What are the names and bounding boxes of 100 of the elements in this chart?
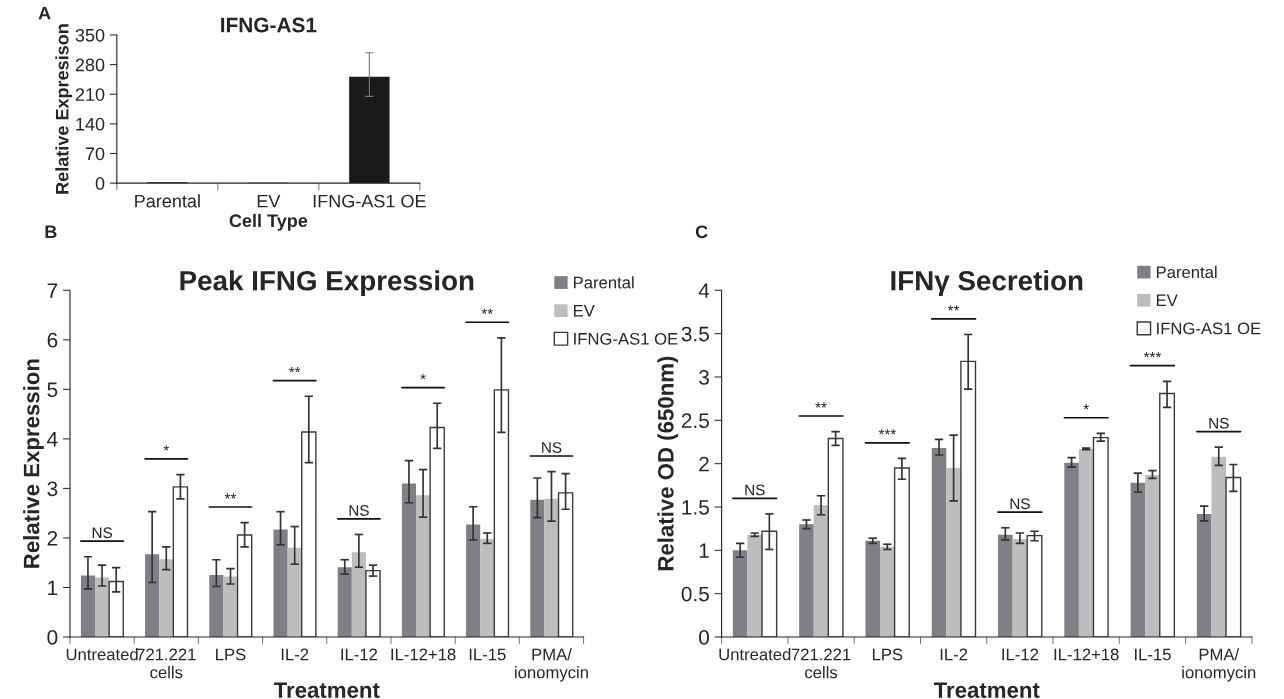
bar: [1092, 436, 1109, 637]
bar: [365, 569, 381, 637]
bar: [813, 505, 829, 637]
y-tick-label: 7: [47, 283, 58, 298]
bar: [865, 540, 881, 637]
bar: [401, 483, 417, 637]
y-tick-label: 0: [47, 630, 58, 645]
y-tick-label: 3.5: [681, 326, 709, 342]
bar: [416, 495, 431, 637]
legend-label: EV: [573, 304, 595, 317]
annotation: ***: [1143, 352, 1162, 358]
bar: [337, 567, 352, 637]
y-tick-label: 2: [699, 456, 709, 472]
bar: [95, 577, 110, 637]
bar: [273, 529, 288, 637]
y-tick-label: 3: [699, 369, 709, 385]
text: B: [45, 225, 57, 239]
y-tick-label: 280: [75, 58, 105, 72]
x-tick-label: EV: [257, 194, 281, 208]
annotation: **: [288, 367, 301, 373]
bar: [946, 467, 961, 637]
annotation: **: [481, 308, 493, 314]
y-tick-label: 4: [47, 432, 58, 447]
y-tick-label: 2.5: [681, 413, 709, 429]
x-tick-label: LPS: [872, 648, 903, 661]
bar: [1145, 474, 1160, 637]
annotation: **: [224, 493, 237, 499]
x-tick-label: Untreated: [66, 648, 138, 661]
x-axis-title: Treatment: [933, 682, 1040, 698]
bar: [1012, 539, 1028, 637]
bar: [1196, 513, 1212, 637]
legend-label: IFNG-AS1 OE: [1157, 322, 1261, 335]
x-tick-label: IFNG-AS1 OE: [313, 194, 426, 208]
bar: [799, 524, 814, 637]
text: C: [695, 225, 708, 239]
bar: [287, 547, 302, 637]
x-tick-label: IL-15: [1135, 648, 1171, 661]
chart-title: IFNG-AS1: [221, 17, 317, 33]
x-tick-label: IL-12: [341, 648, 378, 661]
bar: [747, 534, 763, 637]
bar: [159, 559, 174, 637]
annotation: *: [1083, 404, 1089, 410]
bar: [931, 448, 947, 637]
y-tick-label: 1: [48, 580, 58, 596]
y-tick-label: 1.5: [682, 500, 709, 515]
chart-title: Peak IFNG Expression: [180, 270, 474, 297]
chart-title: IFNγ Secretion: [891, 270, 1083, 297]
annotation: *: [420, 373, 426, 380]
bar: [480, 538, 495, 637]
x-tick-label: IL-12+18: [1054, 648, 1119, 661]
y-axis-title: Relative OD (650nm): [657, 356, 679, 571]
y-tick-label: 0: [699, 630, 709, 645]
x-tick-label: IL-12+18: [391, 648, 456, 661]
bar: [209, 575, 224, 637]
bar: [351, 552, 366, 637]
y-tick-label: 4: [698, 283, 710, 298]
annotation: **: [947, 305, 960, 311]
y-tick-label: 140: [76, 117, 105, 131]
text: A: [38, 6, 51, 20]
annotation: NS: [349, 505, 369, 516]
bar: [145, 554, 160, 637]
bar: [880, 546, 895, 637]
legend-label: EV: [1156, 294, 1178, 307]
x-axis-title: Cell Type: [229, 213, 308, 231]
y-tick-label: 2: [47, 530, 58, 546]
x-tick-label: 721.221 cells: [137, 648, 196, 679]
x-tick-label: IL-2: [281, 648, 309, 661]
y-tick-label: 5: [47, 382, 58, 398]
x-tick-label: Parental: [135, 194, 200, 208]
bar: [530, 499, 545, 637]
y-axis-title: Relative Expresison: [55, 24, 73, 194]
bar: [1211, 456, 1227, 637]
legend-label: IFNG-AS1 OE: [574, 332, 678, 345]
annotation: NS: [1209, 417, 1229, 429]
y-tick-label: 350: [75, 28, 105, 42]
bar: [1064, 462, 1079, 637]
x-tick-label: PMA/ ionomycin: [1182, 648, 1256, 682]
bar: [80, 575, 96, 637]
x-tick-label: Untreated: [719, 648, 791, 661]
y-tick-label: 6: [47, 332, 58, 348]
bar: [1026, 534, 1043, 637]
annotation: *: [163, 445, 170, 451]
bar: [1078, 448, 1094, 637]
annotation: NS: [92, 527, 112, 539]
annotation: NS: [745, 484, 765, 496]
bar: [998, 534, 1013, 637]
x-tick-label: IL-2: [940, 648, 968, 661]
bar: [223, 576, 238, 637]
x-tick-label: IL-12: [1002, 648, 1039, 661]
x-tick-label: IL-15: [469, 648, 506, 661]
annotation: NS: [542, 442, 562, 453]
y-tick-label: 1: [699, 543, 709, 558]
annotation: **: [815, 402, 827, 408]
y-tick-label: 0.5: [681, 586, 709, 602]
y-axis-title: Relative Expression: [23, 359, 44, 568]
annotation: NS: [1010, 498, 1030, 510]
bar: [466, 524, 481, 637]
y-tick-label: 70: [85, 147, 105, 161]
bar: [732, 550, 748, 637]
y-tick-label: 3: [47, 481, 58, 497]
